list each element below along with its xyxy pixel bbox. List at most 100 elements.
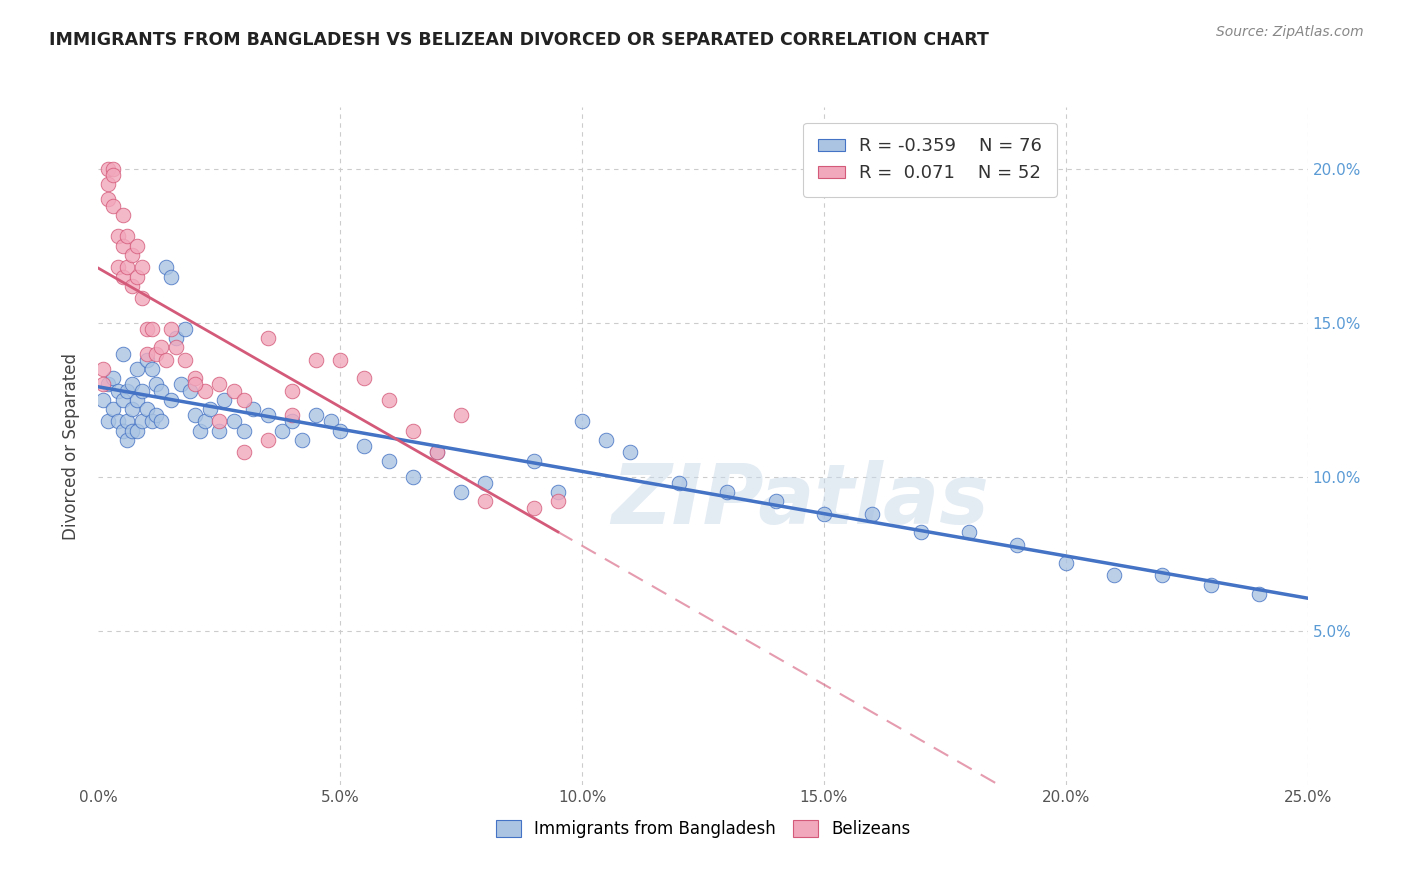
Point xyxy=(329,424,352,438)
Point xyxy=(111,346,134,360)
Point xyxy=(145,377,167,392)
Point xyxy=(1152,568,1174,582)
Point xyxy=(160,392,183,407)
Point xyxy=(111,208,134,222)
Point xyxy=(1102,568,1125,582)
Point xyxy=(194,414,217,428)
Point xyxy=(523,500,546,515)
Point xyxy=(595,433,617,447)
Point xyxy=(305,408,328,422)
Point xyxy=(131,291,153,305)
Point xyxy=(111,392,134,407)
Point xyxy=(319,414,342,428)
Point xyxy=(141,414,163,428)
Y-axis label: Divorced or Separated: Divorced or Separated xyxy=(62,352,80,540)
Point xyxy=(145,346,167,360)
Point xyxy=(160,269,183,284)
Point xyxy=(111,269,134,284)
Point xyxy=(474,494,496,508)
Point xyxy=(127,362,149,376)
Point xyxy=(101,371,124,385)
Point xyxy=(97,377,120,392)
Point xyxy=(135,322,157,336)
Point xyxy=(232,445,254,459)
Point xyxy=(174,322,197,336)
Point xyxy=(860,507,883,521)
Point xyxy=(107,229,129,244)
Point xyxy=(194,384,217,398)
Point xyxy=(184,408,207,422)
Point xyxy=(450,485,472,500)
Point xyxy=(131,384,153,398)
Point xyxy=(281,414,304,428)
Point xyxy=(97,193,120,207)
Point xyxy=(222,384,245,398)
Point xyxy=(111,424,134,438)
Point xyxy=(91,377,114,392)
Point xyxy=(150,384,173,398)
Point xyxy=(121,424,143,438)
Point xyxy=(212,392,235,407)
Point xyxy=(281,408,304,422)
Point xyxy=(232,424,254,438)
Point xyxy=(222,414,245,428)
Point xyxy=(402,470,425,484)
Point xyxy=(256,331,278,345)
Point xyxy=(107,260,129,275)
Point xyxy=(127,392,149,407)
Point xyxy=(135,346,157,360)
Point xyxy=(117,229,139,244)
Point xyxy=(97,161,120,176)
Point xyxy=(121,278,143,293)
Point xyxy=(141,362,163,376)
Text: IMMIGRANTS FROM BANGLADESH VS BELIZEAN DIVORCED OR SEPARATED CORRELATION CHART: IMMIGRANTS FROM BANGLADESH VS BELIZEAN D… xyxy=(49,31,988,49)
Point xyxy=(450,408,472,422)
Legend: Immigrants from Bangladesh, Belizeans: Immigrants from Bangladesh, Belizeans xyxy=(489,813,917,845)
Point xyxy=(208,377,231,392)
Point xyxy=(242,402,264,417)
Point xyxy=(135,402,157,417)
Point xyxy=(101,168,124,182)
Point xyxy=(957,525,980,540)
Point xyxy=(353,371,375,385)
Point xyxy=(377,454,399,468)
Point xyxy=(117,414,139,428)
Point xyxy=(131,260,153,275)
Point xyxy=(107,414,129,428)
Point xyxy=(174,352,197,367)
Point xyxy=(426,445,449,459)
Point xyxy=(1054,556,1077,570)
Point xyxy=(121,377,143,392)
Point xyxy=(1249,587,1271,601)
Point xyxy=(127,238,149,252)
Point xyxy=(135,352,157,367)
Point xyxy=(619,445,641,459)
Text: ZIPatlas: ZIPatlas xyxy=(610,459,988,541)
Point xyxy=(198,402,221,417)
Point xyxy=(97,414,120,428)
Point xyxy=(101,402,124,417)
Point xyxy=(121,248,143,262)
Point xyxy=(188,424,211,438)
Point xyxy=(145,408,167,422)
Point xyxy=(571,414,593,428)
Point xyxy=(271,424,294,438)
Point xyxy=(179,384,201,398)
Point xyxy=(523,454,546,468)
Point xyxy=(474,475,496,490)
Point xyxy=(668,475,690,490)
Point xyxy=(208,424,231,438)
Point xyxy=(155,260,177,275)
Point xyxy=(910,525,932,540)
Point xyxy=(256,433,278,447)
Point xyxy=(131,414,153,428)
Point xyxy=(305,352,328,367)
Point xyxy=(716,485,738,500)
Point xyxy=(107,384,129,398)
Point xyxy=(155,352,177,367)
Point xyxy=(101,161,124,176)
Point xyxy=(547,485,569,500)
Point xyxy=(160,322,183,336)
Point xyxy=(256,408,278,422)
Point xyxy=(281,384,304,398)
